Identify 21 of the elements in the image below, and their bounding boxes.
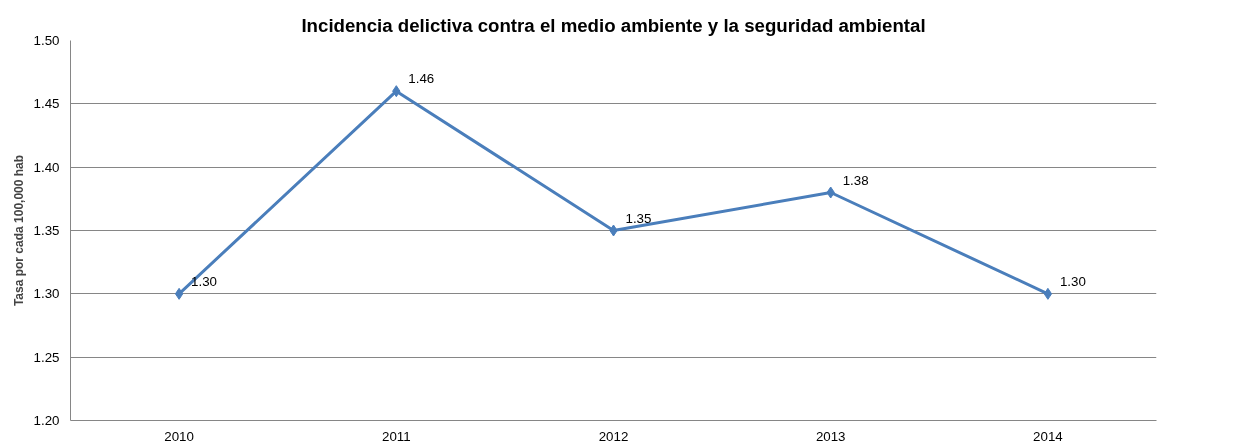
data-label: 1.30: [191, 273, 218, 289]
data-label: 1.30: [1059, 273, 1086, 289]
y-tick-label: 1.25: [33, 349, 60, 365]
x-tick-label: 2013: [815, 428, 846, 444]
y-tick-label: 1.40: [33, 159, 60, 175]
data-label: 1.46: [408, 71, 435, 87]
data-label: 1.38: [842, 172, 869, 188]
point: [1043, 287, 1053, 300]
y-tick-label: 1.30: [33, 286, 60, 302]
point: [174, 287, 184, 300]
y-tick-label: 1.35: [33, 223, 60, 238]
x-tick-label: 2014: [1033, 428, 1064, 444]
x-tick-label: 2011: [381, 428, 411, 444]
x-tick-label: 2012: [598, 428, 629, 444]
data-label: 1.35: [625, 210, 652, 226]
chart-title: Incidencia delictiva contra el medio ambiente y la seguridad ambiental: [301, 14, 926, 36]
x-tick-label: 2010: [164, 428, 194, 444]
y-tick-label: 1.50: [33, 33, 60, 48]
y-tick-label: 1.20: [33, 413, 60, 428]
y-axis-title: Tasa por cada 100,000 hab: [11, 154, 26, 307]
y-tick-label: 1.45: [33, 96, 60, 112]
